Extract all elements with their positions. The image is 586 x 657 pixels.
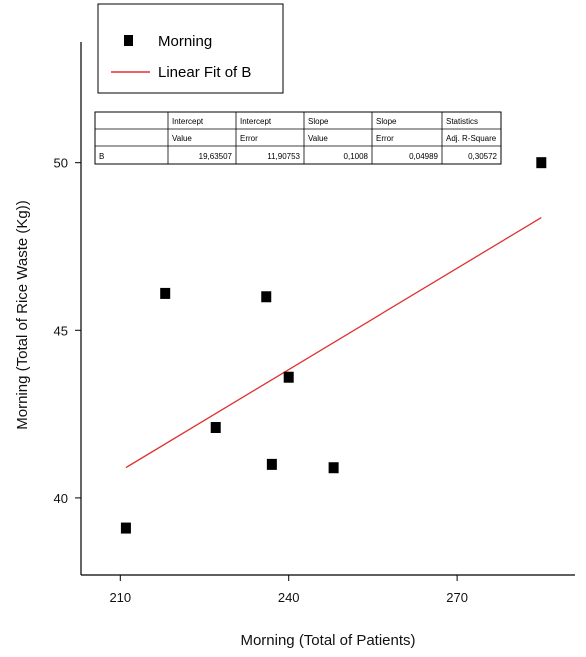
table-value-cell: 0,30572	[468, 152, 497, 161]
y-tick-label: 40	[54, 491, 68, 506]
axis-ticks: 210 240 270 40 45 50	[54, 156, 468, 605]
legend-label-morning: Morning	[158, 33, 212, 50]
y-axis-title: Morning (Total of Rice Waste (Kg))	[14, 200, 31, 430]
legend-label-fit: Linear Fit of B	[158, 64, 251, 81]
data-point	[160, 287, 171, 299]
table-header2-cell: Value	[172, 134, 192, 143]
data-point	[210, 422, 221, 434]
table-header1-cell: Statistics	[446, 117, 478, 126]
data-point	[283, 371, 294, 383]
x-tick-label: 240	[278, 590, 300, 605]
legend-box	[97, 3, 284, 94]
y-tick-label: 50	[54, 156, 68, 171]
stats-table-box	[94, 111, 502, 165]
table-row-label: B	[99, 152, 104, 161]
data-points-layer	[120, 157, 547, 534]
table-value-cell: 19,63507	[199, 152, 233, 161]
table-header1-cell: Slope	[308, 117, 329, 126]
data-point	[120, 522, 131, 534]
x-tick-label: 270	[446, 590, 468, 605]
table-header1-cell: Intercept	[240, 117, 272, 126]
data-point	[536, 157, 547, 169]
table-value-cell: 0,04989	[409, 152, 438, 161]
legend: Morning Linear Fit of B	[97, 3, 284, 94]
table-header1-cell: Slope	[376, 117, 397, 126]
data-point	[266, 458, 277, 470]
x-tick-label: 210	[109, 590, 131, 605]
table-value-cell: 0,1008	[344, 152, 369, 161]
table-header2-cell: Adj. R-Square	[446, 134, 497, 143]
y-tick-label: 45	[54, 323, 68, 338]
table-header2-cell: Value	[308, 134, 328, 143]
table-header2-cell: Error	[240, 134, 258, 143]
fit-line-layer	[125, 216, 542, 469]
data-point	[328, 462, 339, 474]
table-value-cell: 11,90753	[267, 152, 300, 161]
x-axis-title: Morning (Total of Patients)	[240, 632, 415, 649]
legend-marker-square	[124, 35, 133, 46]
table-header2-cell: Error	[376, 134, 394, 143]
table-header1-cell: Intercept	[172, 117, 204, 126]
linear-fit-line	[125, 216, 542, 469]
data-point	[261, 291, 272, 303]
stats-table: Intercept Intercept Slope Slope Statisti…	[94, 111, 502, 165]
